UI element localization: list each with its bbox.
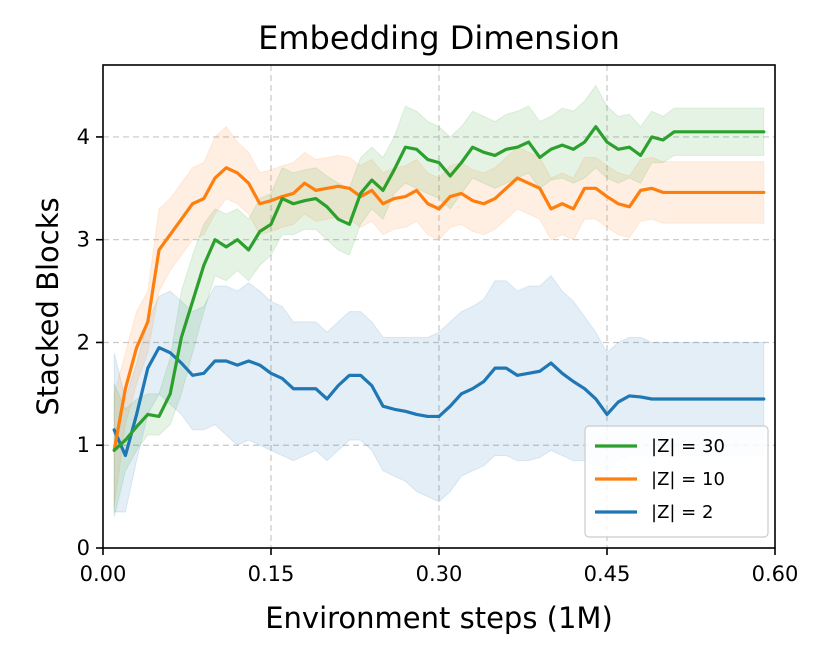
legend-label: |Z| = 30 bbox=[651, 436, 725, 457]
legend-item: |Z| = 30 bbox=[595, 436, 725, 457]
y-tick-label: 0 bbox=[77, 536, 90, 560]
series-line-z-z-2 bbox=[112, 346, 766, 458]
legend-item: |Z| = 2 bbox=[595, 502, 713, 523]
y-tick-label: 2 bbox=[77, 330, 90, 354]
confidence-band-z-z-30 bbox=[113, 84, 765, 518]
confidence-band-z-z-10 bbox=[113, 125, 765, 507]
chart-title: Embedding Dimension bbox=[258, 19, 620, 57]
y-tick-label: 3 bbox=[77, 228, 90, 252]
x-tick-label: 0.15 bbox=[248, 562, 295, 586]
y-tick-label: 1 bbox=[77, 433, 90, 457]
series-line-z-z-30 bbox=[112, 125, 766, 452]
legend-label: |Z| = 10 bbox=[651, 469, 725, 490]
legend-box bbox=[584, 425, 769, 538]
legend-item: |Z| = 10 bbox=[595, 469, 725, 490]
series-line-z-z-10 bbox=[112, 166, 766, 452]
x-tick-label: 0.30 bbox=[416, 562, 463, 586]
axis-ticks: 0.00 0.15 0.30 0.45 0.60 0 1 2 3 4 bbox=[77, 125, 799, 586]
series-lines bbox=[112, 125, 766, 458]
x-axis-label: Environment steps (1M) bbox=[265, 601, 613, 635]
y-axis-label: Stacked Blocks bbox=[31, 197, 65, 415]
y-tick-label: 4 bbox=[77, 125, 90, 149]
legend-label: |Z| = 2 bbox=[651, 502, 713, 523]
x-tick-label: 0.00 bbox=[80, 562, 127, 586]
x-tick-label: 0.45 bbox=[584, 562, 631, 586]
legend: |Z| = 30 |Z| = 10 |Z| = 2 bbox=[584, 425, 769, 538]
x-tick-label: 0.60 bbox=[752, 562, 799, 586]
